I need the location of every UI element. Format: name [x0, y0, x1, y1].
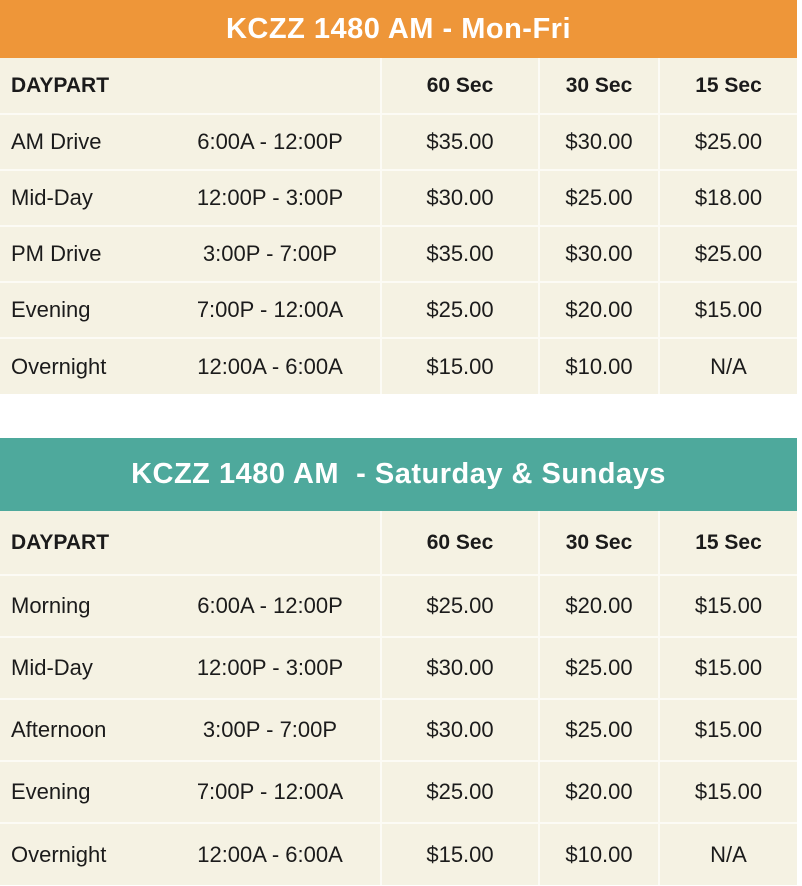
table-row: Overnight 12:00A - 6:00A $15.00 $10.00 N… — [0, 337, 797, 394]
rate-30sec-column-header: 30 Sec — [538, 58, 659, 114]
time-range-cell: 6:00A - 12:00P — [160, 113, 381, 170]
rate-60sec-cell: $35.00 — [380, 225, 539, 282]
rate-60sec-cell: $30.00 — [380, 636, 539, 699]
rate-15sec-column-header: 15 Sec — [658, 58, 797, 114]
table-row: Mid-Day 12:00P - 3:00P $30.00 $25.00 $15… — [0, 636, 797, 699]
daypart-cell: Overnight — [0, 337, 160, 394]
daypart-cell: Morning — [0, 574, 160, 637]
daypart-cell: Mid-Day — [0, 636, 160, 699]
time-range-cell: 6:00A - 12:00P — [160, 574, 381, 637]
table-row: Morning 6:00A - 12:00P $25.00 $20.00 $15… — [0, 574, 797, 637]
rate-30sec-cell: $25.00 — [538, 169, 659, 226]
time-range-cell: 7:00P - 12:00A — [160, 760, 381, 823]
weekend-rate-card: KCZZ 1480 AM - Saturday & Sundays DAYPAR… — [0, 438, 797, 885]
column-header-row: DAYPART 60 Sec 30 Sec 15 Sec — [0, 511, 797, 575]
time-range-cell: 12:00P - 3:00P — [160, 169, 381, 226]
weekday-rates-table: DAYPART 60 Sec 30 Sec 15 Sec AM Drive 6:… — [0, 58, 797, 394]
rate-60sec-cell: $15.00 — [380, 822, 539, 885]
daypart-cell: Evening — [0, 281, 160, 338]
table-row: Evening 7:00P - 12:00A $25.00 $20.00 $15… — [0, 760, 797, 823]
time-range-cell: 7:00P - 12:00A — [160, 281, 381, 338]
daypart-cell: Mid-Day — [0, 169, 160, 226]
rate-60sec-cell: $25.00 — [380, 760, 539, 823]
rate-60sec-column-header: 60 Sec — [380, 511, 539, 575]
daypart-cell: Evening — [0, 760, 160, 823]
rate-15sec-column-header: 15 Sec — [658, 511, 797, 575]
daypart-cell: AM Drive — [0, 113, 160, 170]
rate-60sec-cell: $35.00 — [380, 113, 539, 170]
table-row: Evening 7:00P - 12:00A $25.00 $20.00 $15… — [0, 281, 797, 338]
rate-30sec-cell: $30.00 — [538, 225, 659, 282]
rate-30sec-cell: $20.00 — [538, 281, 659, 338]
daypart-column-header: DAYPART — [11, 73, 110, 97]
weekday-rate-card: KCZZ 1480 AM - Mon-Fri DAYPART 60 Sec 30… — [0, 0, 797, 394]
rate-30sec-cell: $10.00 — [538, 822, 659, 885]
rate-60sec-cell: $30.00 — [380, 698, 539, 761]
table-row: Afternoon 3:00P - 7:00P $30.00 $25.00 $1… — [0, 698, 797, 761]
daypart-cell: Overnight — [0, 822, 160, 885]
rate-30sec-cell: $30.00 — [538, 113, 659, 170]
column-header-row: DAYPART 60 Sec 30 Sec 15 Sec — [0, 58, 797, 114]
table-row: AM Drive 6:00A - 12:00P $35.00 $30.00 $2… — [0, 113, 797, 170]
rate-30sec-column-header: 30 Sec — [538, 511, 659, 575]
rate-15sec-cell: $15.00 — [658, 636, 797, 699]
time-column-header — [160, 511, 381, 575]
rate-60sec-cell: $15.00 — [380, 337, 539, 394]
daypart-column-header: DAYPART — [11, 530, 110, 554]
rate-15sec-cell: N/A — [658, 822, 797, 885]
rate-15sec-cell: $15.00 — [658, 574, 797, 637]
table-row: PM Drive 3:00P - 7:00P $35.00 $30.00 $25… — [0, 225, 797, 282]
rate-15sec-cell: $25.00 — [658, 113, 797, 170]
weekend-header-band: KCZZ 1480 AM - Saturday & Sundays — [0, 438, 797, 511]
weekend-table-title: KCZZ 1480 AM - Saturday & Sundays — [131, 458, 666, 490]
rate-15sec-cell: $15.00 — [658, 281, 797, 338]
rate-30sec-cell: $25.00 — [538, 698, 659, 761]
rate-15sec-cell: $25.00 — [658, 225, 797, 282]
weekday-table-title: KCZZ 1480 AM - Mon-Fri — [225, 12, 572, 45]
table-row: Mid-Day 12:00P - 3:00P $30.00 $25.00 $18… — [0, 169, 797, 226]
rate-60sec-cell: $30.00 — [380, 169, 539, 226]
time-range-cell: 12:00A - 6:00A — [160, 822, 381, 885]
rate-60sec-cell: $25.00 — [380, 574, 539, 637]
rate-60sec-cell: $25.00 — [380, 281, 539, 338]
rate-15sec-cell: $15.00 — [658, 698, 797, 761]
table-row: Overnight 12:00A - 6:00A $15.00 $10.00 N… — [0, 822, 797, 885]
rate-60sec-column-header: 60 Sec — [380, 58, 539, 114]
time-range-cell: 3:00P - 7:00P — [160, 698, 381, 761]
rate-30sec-cell: $10.00 — [538, 337, 659, 394]
weekend-rates-table: DAYPART 60 Sec 30 Sec 15 Sec Morning 6:0… — [0, 511, 797, 885]
rate-15sec-cell: N/A — [658, 337, 797, 394]
daypart-cell: Afternoon — [0, 698, 160, 761]
weekday-header-band: KCZZ 1480 AM - Mon-Fri — [0, 0, 797, 58]
section-divider — [0, 394, 802, 438]
time-range-cell: 12:00A - 6:00A — [160, 337, 381, 394]
time-range-cell: 3:00P - 7:00P — [160, 225, 381, 282]
rate-30sec-cell: $20.00 — [538, 574, 659, 637]
rate-15sec-cell: $18.00 — [658, 169, 797, 226]
rate-30sec-cell: $25.00 — [538, 636, 659, 699]
time-range-cell: 12:00P - 3:00P — [160, 636, 381, 699]
time-column-header — [160, 58, 381, 114]
daypart-cell: PM Drive — [0, 225, 160, 282]
rate-15sec-cell: $15.00 — [658, 760, 797, 823]
rate-30sec-cell: $20.00 — [538, 760, 659, 823]
